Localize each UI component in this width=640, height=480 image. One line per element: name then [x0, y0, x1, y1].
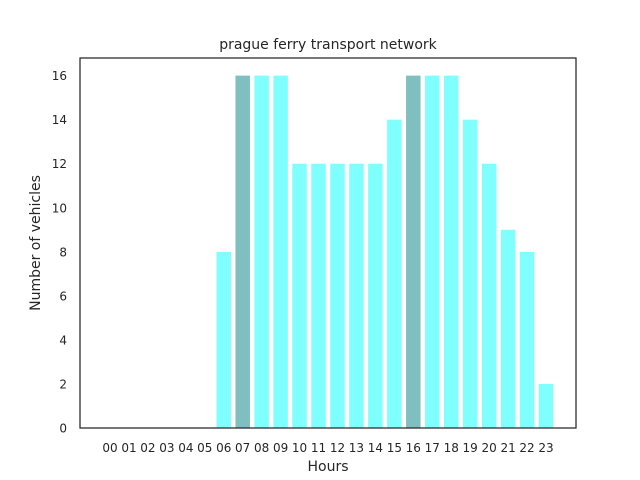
x-tick-label-00: 00: [102, 441, 117, 455]
y-tick-label-4: 4: [59, 333, 67, 347]
x-tick-label-20: 20: [481, 441, 496, 455]
bar-12: [330, 163, 345, 428]
x-tick-label-10: 10: [292, 441, 307, 455]
x-tick-label-05: 05: [197, 441, 212, 455]
y-tick-label-14: 14: [52, 113, 67, 127]
bar-06: [216, 251, 231, 428]
x-tick-label-22: 22: [519, 441, 534, 455]
bar-14: [368, 163, 383, 428]
x-tick-label-06: 06: [216, 441, 231, 455]
x-tick-label-03: 03: [159, 441, 174, 455]
y-axis-label: Number of vehicles: [28, 175, 44, 311]
bar-07: [235, 75, 250, 429]
x-tick-label-01: 01: [121, 441, 136, 455]
bar-08: [254, 75, 269, 429]
y-tick-label-16: 16: [52, 69, 67, 83]
bar-11: [311, 163, 326, 428]
x-tick-label-19: 19: [463, 441, 478, 455]
x-tick-label-04: 04: [178, 441, 193, 455]
bar-23: [538, 383, 554, 428]
x-tick-label-07: 07: [235, 441, 250, 455]
x-tick-label-18: 18: [444, 441, 459, 455]
bar-10: [292, 163, 307, 428]
x-axis-ticks: 00 01 02 03 04 05 06 07 08 09 10 11 12 13 14 15 16 17 18 19…: [102, 441, 553, 455]
bar-15: [387, 119, 402, 429]
chart-title: prague ferry transport network: [219, 37, 437, 53]
bar-21: [500, 229, 516, 428]
x-tick-label-11: 11: [311, 441, 326, 455]
x-tick-label-21: 21: [500, 441, 515, 455]
y-tick-label-0: 0: [59, 422, 67, 436]
x-axis-label: Hours: [307, 459, 348, 475]
bar-22: [519, 251, 535, 428]
x-tick-label-17: 17: [425, 441, 440, 455]
y-tick-label-12: 12: [52, 157, 67, 171]
x-tick-label-02: 02: [140, 441, 155, 455]
bar-13: [349, 163, 364, 428]
x-tick-label-23: 23: [538, 441, 553, 455]
y-tick-label-6: 6: [59, 289, 67, 303]
x-tick-label-13: 13: [349, 441, 364, 455]
y-tick-label-2: 2: [59, 377, 67, 391]
y-tick-label-8: 8: [59, 245, 67, 259]
plot-frame: [79, 57, 577, 429]
bar-19: [462, 119, 478, 429]
bar-16: [406, 75, 421, 429]
bar-17: [425, 75, 440, 429]
bar-18: [443, 75, 459, 429]
x-tick-label-15: 15: [387, 441, 402, 455]
bar-20: [481, 163, 497, 428]
y-axis-ticks: 0 2 4 6 8 10 12 14 16: [52, 69, 67, 435]
bars-group: [216, 75, 554, 429]
x-tick-label-09: 09: [273, 441, 288, 455]
y-tick-label-10: 10: [52, 201, 67, 215]
x-tick-label-12: 12: [330, 441, 345, 455]
bar-09: [273, 75, 288, 429]
x-tick-label-08: 08: [254, 441, 269, 455]
x-tick-label-14: 14: [368, 441, 383, 455]
x-tick-label-16: 16: [406, 441, 421, 455]
